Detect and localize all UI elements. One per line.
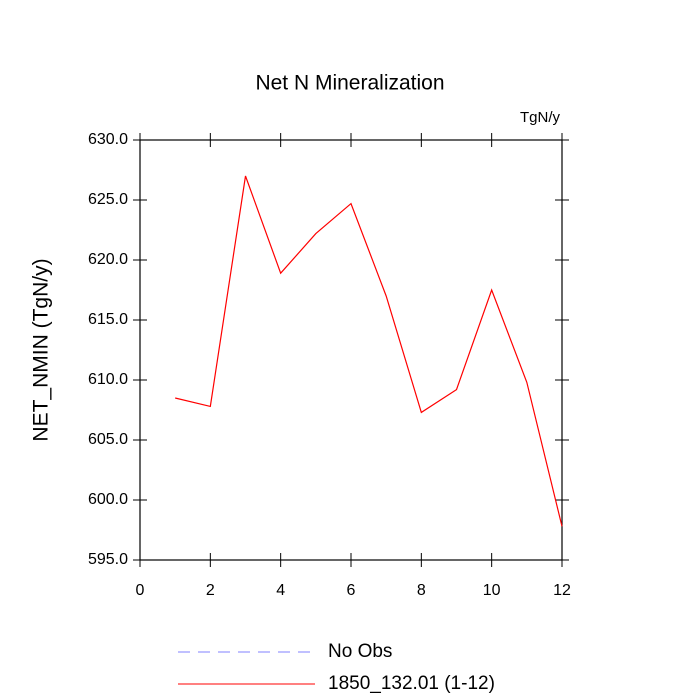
x-tick-label: 12 bbox=[553, 582, 571, 599]
series-line bbox=[175, 175, 563, 527]
y-axis-label: NET_NMIN (TgN/y) bbox=[30, 258, 53, 441]
y-tick-label: 595.0 bbox=[88, 551, 128, 568]
y-tick-label: 620.0 bbox=[88, 251, 128, 268]
y-tick-label: 610.0 bbox=[88, 371, 128, 388]
y-tick-label: 600.0 bbox=[88, 491, 128, 508]
y-tick-label: 625.0 bbox=[88, 191, 128, 208]
legend-label: 1850_132.01 (1-12) bbox=[328, 673, 495, 694]
x-tick-label: 10 bbox=[483, 582, 501, 599]
y-tick-label: 605.0 bbox=[88, 431, 128, 448]
units-label: TgN/y bbox=[520, 109, 561, 126]
x-tick-label: 6 bbox=[347, 582, 356, 599]
chart-title: Net N Mineralization bbox=[255, 72, 444, 95]
y-tick-label: 615.0 bbox=[88, 311, 128, 328]
x-tick-label: 0 bbox=[136, 582, 145, 599]
x-tick-label: 2 bbox=[206, 582, 215, 599]
x-tick-label: 8 bbox=[417, 582, 426, 599]
legend-label: No Obs bbox=[328, 641, 392, 662]
x-tick-label: 4 bbox=[276, 582, 285, 599]
y-tick-label: 630.0 bbox=[88, 131, 128, 148]
